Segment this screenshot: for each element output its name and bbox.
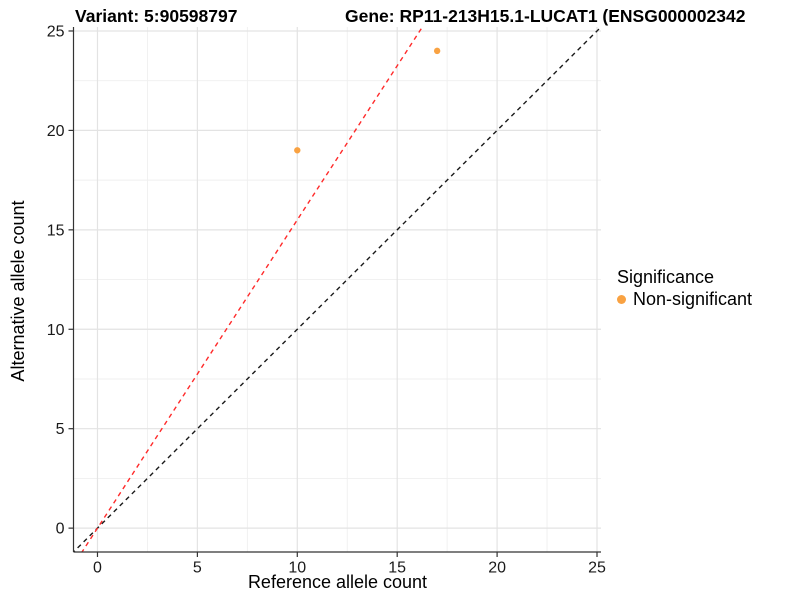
legend-entries: Non-significant bbox=[617, 289, 752, 310]
x-tick-label: 20 bbox=[488, 560, 506, 577]
gene-title: Gene: RP11-213H15.1-LUCAT1 (ENSG00000234… bbox=[345, 6, 746, 26]
y-tick-label: 20 bbox=[47, 123, 65, 140]
x-tick-label: 5 bbox=[193, 560, 202, 577]
y-axis-label: Alternative allele count bbox=[8, 200, 28, 382]
data-point bbox=[433, 47, 441, 55]
data-point bbox=[294, 147, 301, 154]
y-tick-label: 15 bbox=[47, 222, 65, 239]
variant-title: Variant: 5:90598797 bbox=[75, 6, 238, 26]
legend-title: Significance bbox=[617, 267, 715, 287]
legend: Significance Non-significant bbox=[617, 266, 752, 310]
x-tick-label: 10 bbox=[288, 560, 306, 577]
x-axis-label: Reference allele count bbox=[247, 572, 428, 592]
legend-entry-label: Non-significant bbox=[633, 289, 753, 309]
y-tick-label: 25 bbox=[47, 23, 65, 40]
x-tick-label: 15 bbox=[388, 560, 406, 577]
y-tick-label: 10 bbox=[47, 322, 65, 339]
allelic-ratio-line bbox=[81, 27, 424, 552]
legend-entry: Non-significant bbox=[617, 289, 752, 310]
y-tick-label: 0 bbox=[56, 521, 65, 538]
x-tick-label: 25 bbox=[588, 560, 606, 577]
legend-dot-icon bbox=[617, 295, 626, 304]
y-tick-label: 5 bbox=[56, 421, 65, 438]
identity-line bbox=[73, 27, 601, 552]
x-tick-label: 0 bbox=[93, 560, 102, 577]
